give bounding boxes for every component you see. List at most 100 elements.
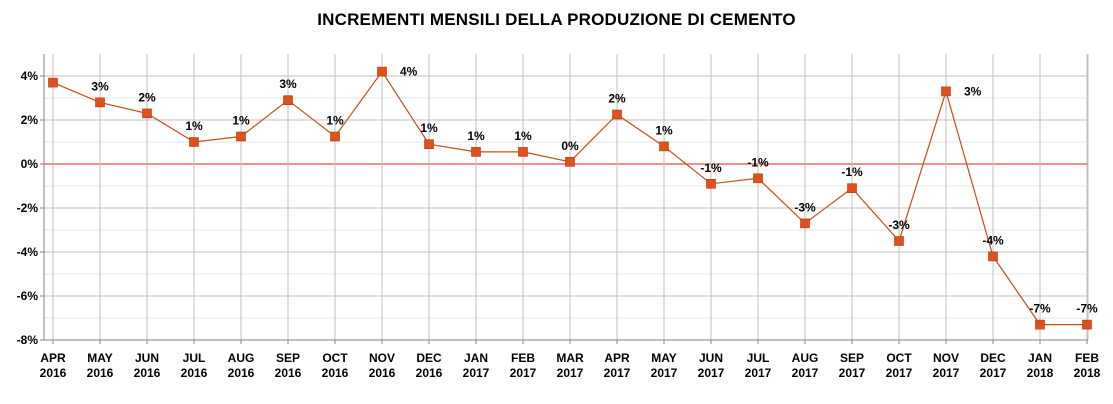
- y-tick-label: 4%: [21, 69, 39, 83]
- data-label: 1%: [232, 114, 250, 128]
- x-tick-label-year: 2016: [275, 366, 302, 380]
- x-tick-label-month: SEP: [840, 351, 864, 365]
- x-tick-label-year: 2016: [369, 366, 396, 380]
- data-label: 1%: [514, 129, 532, 143]
- y-tick-label: -2%: [17, 201, 39, 215]
- x-tick-label-year: 2017: [980, 366, 1007, 380]
- data-point-marker: [1035, 319, 1045, 330]
- x-tick-label-month: AUG: [228, 351, 255, 365]
- x-tick-label-month: JUN: [699, 351, 723, 365]
- x-tick-label-month: JUL: [183, 351, 206, 365]
- x-tick-label-month: DEC: [416, 351, 442, 365]
- x-tick-label-year: 2017: [886, 366, 913, 380]
- data-label: 3%: [91, 79, 109, 93]
- x-tick-label-month: SEP: [276, 351, 300, 365]
- x-tick-label-year: 2016: [40, 366, 67, 380]
- x-tick-label-month: AUG: [792, 351, 819, 365]
- x-tick-label-month: JAN: [464, 351, 488, 365]
- x-tick-label-month: JUN: [135, 351, 159, 365]
- x-tick-label-year: 2016: [134, 366, 161, 380]
- x-tick-label-year: 2017: [604, 366, 631, 380]
- data-point-marker: [330, 131, 340, 142]
- data-point-marker: [95, 97, 105, 108]
- series: [48, 66, 1092, 330]
- x-tick-label-month: DEC: [980, 351, 1006, 365]
- x-tick-label-year: 2017: [651, 366, 678, 380]
- data-point-marker: [283, 95, 293, 105]
- data-label: 1%: [326, 114, 344, 128]
- data-point-marker: [753, 173, 763, 184]
- x-tick-label-month: APR: [604, 351, 630, 365]
- data-point-marker: [142, 108, 152, 119]
- x-tick-label-year: 2016: [322, 366, 349, 380]
- x-tick-label-year: 2018: [1074, 366, 1101, 380]
- grid: [44, 54, 1089, 341]
- y-tick-label: -4%: [17, 245, 39, 259]
- x-tick-label-year: 2017: [933, 366, 960, 380]
- data-label: -7%: [1029, 302, 1051, 316]
- data-label: -4%: [982, 233, 1004, 247]
- data-point-marker: [1082, 319, 1092, 330]
- data-point-marker: [518, 147, 528, 157]
- data-point-marker: [48, 77, 58, 88]
- y-tick-label: -8%: [17, 333, 39, 347]
- x-tick-label-month: APR: [40, 351, 66, 365]
- data-label: 2%: [138, 90, 156, 104]
- x-tick-label-year: 2016: [416, 366, 443, 380]
- data-label: 1%: [420, 121, 438, 135]
- data-point-marker: [706, 179, 716, 189]
- x-tick-label-month: JAN: [1028, 351, 1052, 365]
- x-tick-label-year: 2018: [1027, 366, 1054, 380]
- x-tick-label-month: FEB: [511, 351, 535, 365]
- x-tick-label-month: MAR: [556, 351, 584, 365]
- data-labels: 3% 2% 1% 1% 3% 1% 4% 1% 1% 1% 0% 2% 1% -1% -1% -3% -1% -3…: [91, 65, 1098, 316]
- data-point-marker: [800, 218, 810, 229]
- x-tick-label-year: 2017: [792, 366, 819, 380]
- data-label: 1%: [185, 119, 203, 133]
- data-label: -1%: [841, 165, 863, 179]
- x-tick-label-year: 2017: [510, 366, 537, 380]
- x-tick-label-month: NOV: [369, 351, 395, 365]
- data-point-marker: [659, 141, 669, 152]
- x-tick-label-year: 2017: [839, 366, 866, 380]
- x-tick-label-year: 2017: [745, 366, 772, 380]
- data-point-marker: [847, 183, 857, 193]
- x-tick-label-month: MAY: [651, 351, 677, 365]
- data-label: -1%: [700, 161, 722, 175]
- x-tick-label-month: NOV: [933, 351, 959, 365]
- data-point-marker: [377, 66, 387, 77]
- data-label: 1%: [655, 123, 673, 137]
- data-label: -3%: [888, 218, 910, 232]
- data-point-marker: [236, 131, 246, 142]
- x-tick-label-year: 2016: [87, 366, 114, 380]
- data-point-marker: [894, 236, 904, 246]
- x-tick-label-year: 2017: [463, 366, 490, 380]
- data-point-marker: [424, 139, 434, 149]
- data-label: 0%: [561, 139, 579, 153]
- data-point-marker: [941, 86, 951, 97]
- data-label: 3%: [279, 77, 297, 91]
- data-label: 2%: [608, 92, 626, 106]
- y-tick-label: 0%: [21, 157, 39, 171]
- y-tick-label: -6%: [17, 289, 39, 303]
- x-tick-label-month: JUL: [747, 351, 770, 365]
- x-tick-label-year: 2016: [228, 366, 255, 380]
- data-label: 4%: [400, 65, 418, 79]
- data-label: -1%: [747, 155, 769, 169]
- data-label: 3%: [964, 84, 982, 98]
- chart-title: INCREMENTI MENSILI DELLA PRODUZIONE DI C…: [317, 10, 796, 29]
- data-label: -3%: [794, 200, 816, 214]
- data-point-marker: [612, 109, 622, 120]
- data-point-marker: [189, 137, 199, 147]
- x-tick-label-month: OCT: [322, 351, 348, 365]
- x-tick-label-month: FEB: [1075, 351, 1099, 365]
- y-tick-label: 2%: [21, 113, 39, 127]
- data-label: -7%: [1076, 302, 1098, 316]
- x-tick-label-month: OCT: [886, 351, 912, 365]
- data-point-marker: [988, 251, 998, 262]
- data-point-marker: [565, 157, 575, 167]
- axes: 4%2%0%-2%-4%-6%-8%APR2016MAY2016JUN2016J…: [17, 54, 1101, 380]
- data-point-marker: [471, 147, 481, 157]
- data-label: 1%: [467, 129, 485, 143]
